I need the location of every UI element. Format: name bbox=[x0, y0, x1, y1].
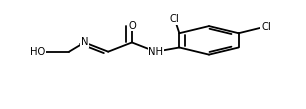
Text: Cl: Cl bbox=[261, 21, 271, 32]
Text: N: N bbox=[81, 37, 88, 47]
Text: Cl: Cl bbox=[170, 14, 180, 24]
Text: HO: HO bbox=[30, 47, 45, 57]
Text: O: O bbox=[128, 21, 136, 31]
Text: NH: NH bbox=[148, 47, 163, 57]
